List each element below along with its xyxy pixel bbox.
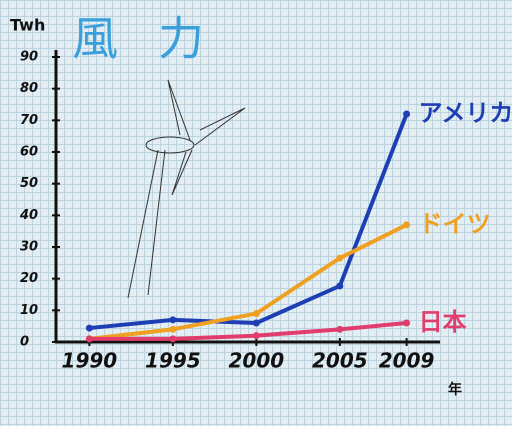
data-point <box>169 325 177 333</box>
x-tick-label: 2009 <box>379 349 435 373</box>
data-point <box>252 319 260 327</box>
y-axis-label: Twh <box>10 16 45 35</box>
y-tick-label: 70 <box>20 113 38 128</box>
legend-label: 日本 <box>419 308 467 336</box>
x-tick-label: 2000 <box>229 349 285 373</box>
data-point <box>252 332 260 340</box>
x-tick-label: 1995 <box>145 349 201 373</box>
data-point <box>85 324 93 332</box>
y-tick-label: 60 <box>20 145 38 160</box>
data-point <box>336 282 344 290</box>
legend-label: ドイツ <box>419 210 491 238</box>
y-tick-label: 20 <box>20 271 38 286</box>
data-point <box>336 325 344 333</box>
y-tick-label: 10 <box>20 303 38 318</box>
y-tick-label: 90 <box>20 50 38 65</box>
y-tick-label: 0 <box>20 335 29 350</box>
x-tick-label: 1990 <box>62 349 118 373</box>
x-axis-label: 年 <box>448 381 462 398</box>
series-line <box>89 113 409 331</box>
data-point <box>336 254 344 262</box>
data-point <box>403 221 411 229</box>
y-tick-label: 30 <box>20 240 38 255</box>
data-point <box>252 310 260 317</box>
data-point <box>169 316 177 324</box>
legend-label: アメリカ <box>419 99 512 127</box>
windmill-sketch <box>127 79 246 299</box>
data-point <box>403 110 411 118</box>
data-point <box>169 335 177 343</box>
x-tick-label: 2005 <box>312 349 368 373</box>
y-tick-label: 40 <box>19 208 38 223</box>
y-tick-label: 80 <box>20 81 38 96</box>
data-point <box>403 319 411 327</box>
y-tick-label: 50 <box>20 176 38 191</box>
data-point <box>85 335 93 343</box>
chart-title: 風力 <box>72 12 244 66</box>
